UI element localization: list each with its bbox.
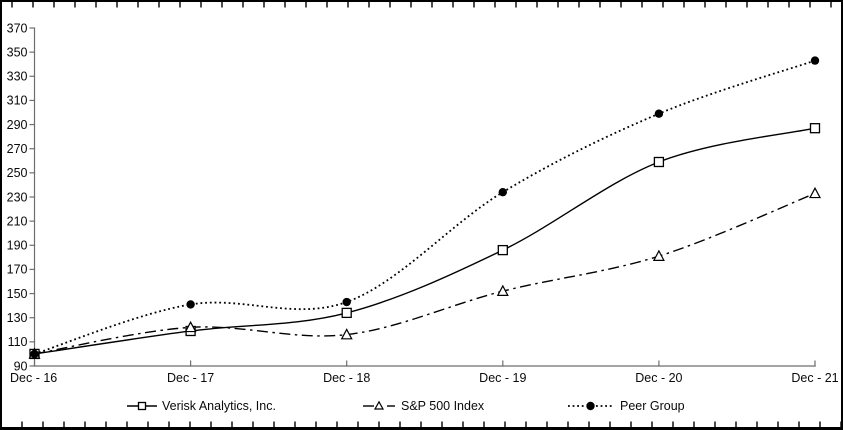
legend-label-sp500: S&P 500 Index (401, 399, 485, 413)
open-triangle-dash-dot-line-icon (363, 400, 395, 410)
open-triangle-marker-s-p-500-index (496, 284, 509, 296)
x-axis-tick-label: Dec - 18 (323, 371, 370, 385)
legend-item-sp500: S&P 500 Index (363, 398, 484, 414)
y-axis-tick-label: 330 (7, 70, 28, 84)
open-triangle-marker-s-p-500-index (652, 249, 665, 261)
y-axis-tick-label: 270 (7, 142, 28, 156)
x-axis-tick-label: Dec - 19 (479, 371, 526, 385)
x-axis-tick-label: Dec - 20 (635, 371, 682, 385)
y-axis-tick-label: 350 (7, 45, 28, 59)
filled-circle-marker-peer-group (342, 297, 351, 307)
open-triangle-marker-s-p-500-index (184, 320, 197, 333)
series-line-verisk-analytics-inc (34, 127, 816, 355)
y-axis-tick-label: 250 (7, 166, 28, 180)
y-axis-tick-label: 230 (7, 190, 28, 204)
series-line-s-p-500-index (34, 192, 816, 355)
legend-item-verisk: Verisk Analytics, Inc. (127, 398, 276, 414)
y-axis-tick-label: 370 (7, 21, 28, 35)
filled-circle-marker-peer-group (654, 109, 664, 118)
open-square-marker-verisk-analytics-inc (809, 123, 821, 134)
x-axis-tick-label: Dec - 21 (791, 371, 838, 385)
open-triangle-marker-s-p-500-index (340, 328, 353, 340)
filled-circle-marker-peer-group (186, 300, 195, 309)
y-axis-tick-label: 190 (7, 239, 28, 253)
y-axis-tick-label: 130 (7, 311, 28, 325)
y-axis-tick-label: 150 (7, 287, 28, 301)
open-square-marker-verisk-analytics-inc (341, 307, 352, 319)
open-square-solid-line-icon (127, 401, 157, 411)
y-axis-tick-label: 170 (7, 263, 28, 277)
open-triangle-marker-s-p-500-index (809, 186, 821, 199)
y-axis-tick-label: 310 (7, 94, 28, 108)
filled-circle-dotted-line-icon (568, 401, 614, 411)
x-axis-tick-label: Dec - 17 (167, 371, 214, 385)
series-line-peer-group (34, 59, 816, 355)
y-axis-tick-label: 290 (7, 118, 28, 132)
open-square-marker-verisk-analytics-inc (653, 156, 665, 168)
x-axis-tick-label: Dec - 16 (10, 371, 57, 385)
open-square-marker-verisk-analytics-inc (497, 244, 508, 256)
filled-circle-marker-peer-group (498, 187, 507, 197)
legend-item-peer-group: Peer Group (568, 398, 685, 414)
filled-circle-marker-peer-group (30, 349, 39, 359)
legend-label-peer-group: Peer Group (620, 399, 685, 413)
y-axis-tick-label: 90 (14, 359, 28, 373)
legend-label-verisk: Verisk Analytics, Inc. (162, 399, 276, 413)
y-axis-tick-label: 110 (8, 335, 28, 349)
filled-circle-marker-peer-group (810, 56, 820, 65)
y-axis-tick-label: 210 (7, 214, 28, 228)
